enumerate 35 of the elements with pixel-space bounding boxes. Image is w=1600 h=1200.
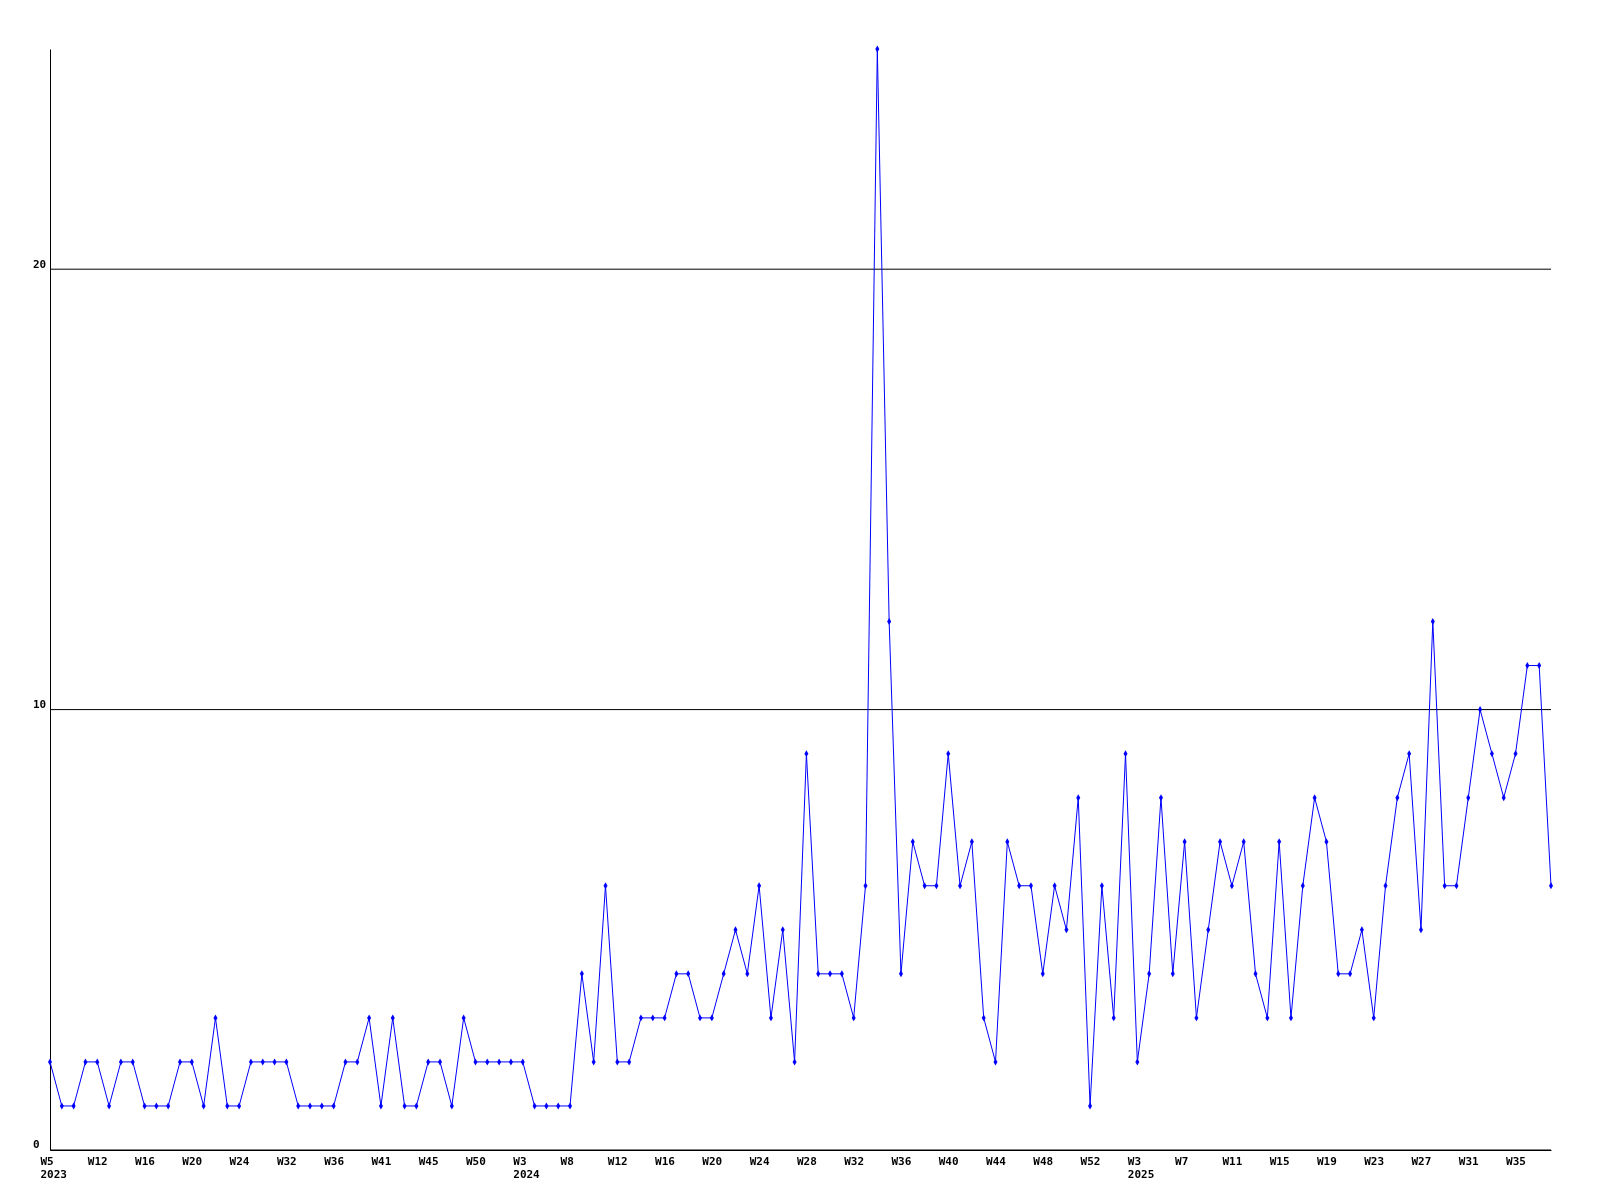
x-tick-label: W41 xyxy=(371,1155,392,1168)
x-tick-label: W27 xyxy=(1411,1155,1432,1168)
x-tick-label: W3 2024 xyxy=(513,1155,541,1182)
x-tick-label: W36 xyxy=(891,1155,912,1168)
y-tick-label: 20 xyxy=(33,257,47,271)
x-tick-label: W16 xyxy=(135,1155,156,1168)
x-tick-label: W20 xyxy=(182,1155,203,1168)
x-tick-label: W16 xyxy=(655,1155,676,1168)
x-tick-label: W32 xyxy=(276,1155,297,1168)
x-tick-label: W3 2025 xyxy=(1127,1155,1155,1182)
x-tick-label: W7 xyxy=(1175,1155,1189,1168)
x-tick-label: W15 xyxy=(1269,1155,1290,1168)
x-tick-label: W36 xyxy=(324,1155,345,1168)
x-tick-label: W19 xyxy=(1316,1155,1337,1168)
x-tick-label: W5 2023 xyxy=(40,1155,67,1182)
x-tick-label: W24 xyxy=(749,1155,770,1168)
x-tick-label: W50 xyxy=(465,1155,486,1168)
x-tick-label: W23 xyxy=(1364,1155,1385,1168)
x-tick-label: W8 xyxy=(560,1155,574,1168)
y-tick-label: 0 xyxy=(33,1138,40,1152)
x-tick-label: W45 xyxy=(418,1155,439,1168)
y-tick-label: 10 xyxy=(33,697,47,711)
x-tick-label: W48 xyxy=(1033,1155,1054,1168)
x-tick-label: W31 xyxy=(1458,1155,1480,1168)
x-tick-label: W28 xyxy=(796,1155,817,1168)
x-tick-label: W52 xyxy=(1080,1155,1101,1168)
x-tick-label: W40 xyxy=(938,1155,959,1168)
x-tick-label: W35 xyxy=(1506,1155,1526,1168)
x-tick-label: W20 xyxy=(702,1155,723,1168)
x-tick-label: W12 xyxy=(607,1155,628,1168)
x-tick-label: W32 xyxy=(844,1155,865,1168)
x-tick-label: W24 xyxy=(229,1155,250,1168)
x-tick-label: W12 xyxy=(87,1155,108,1168)
x-tick-label: W11 xyxy=(1222,1155,1243,1168)
x-tick-label: W44 xyxy=(986,1155,1007,1168)
